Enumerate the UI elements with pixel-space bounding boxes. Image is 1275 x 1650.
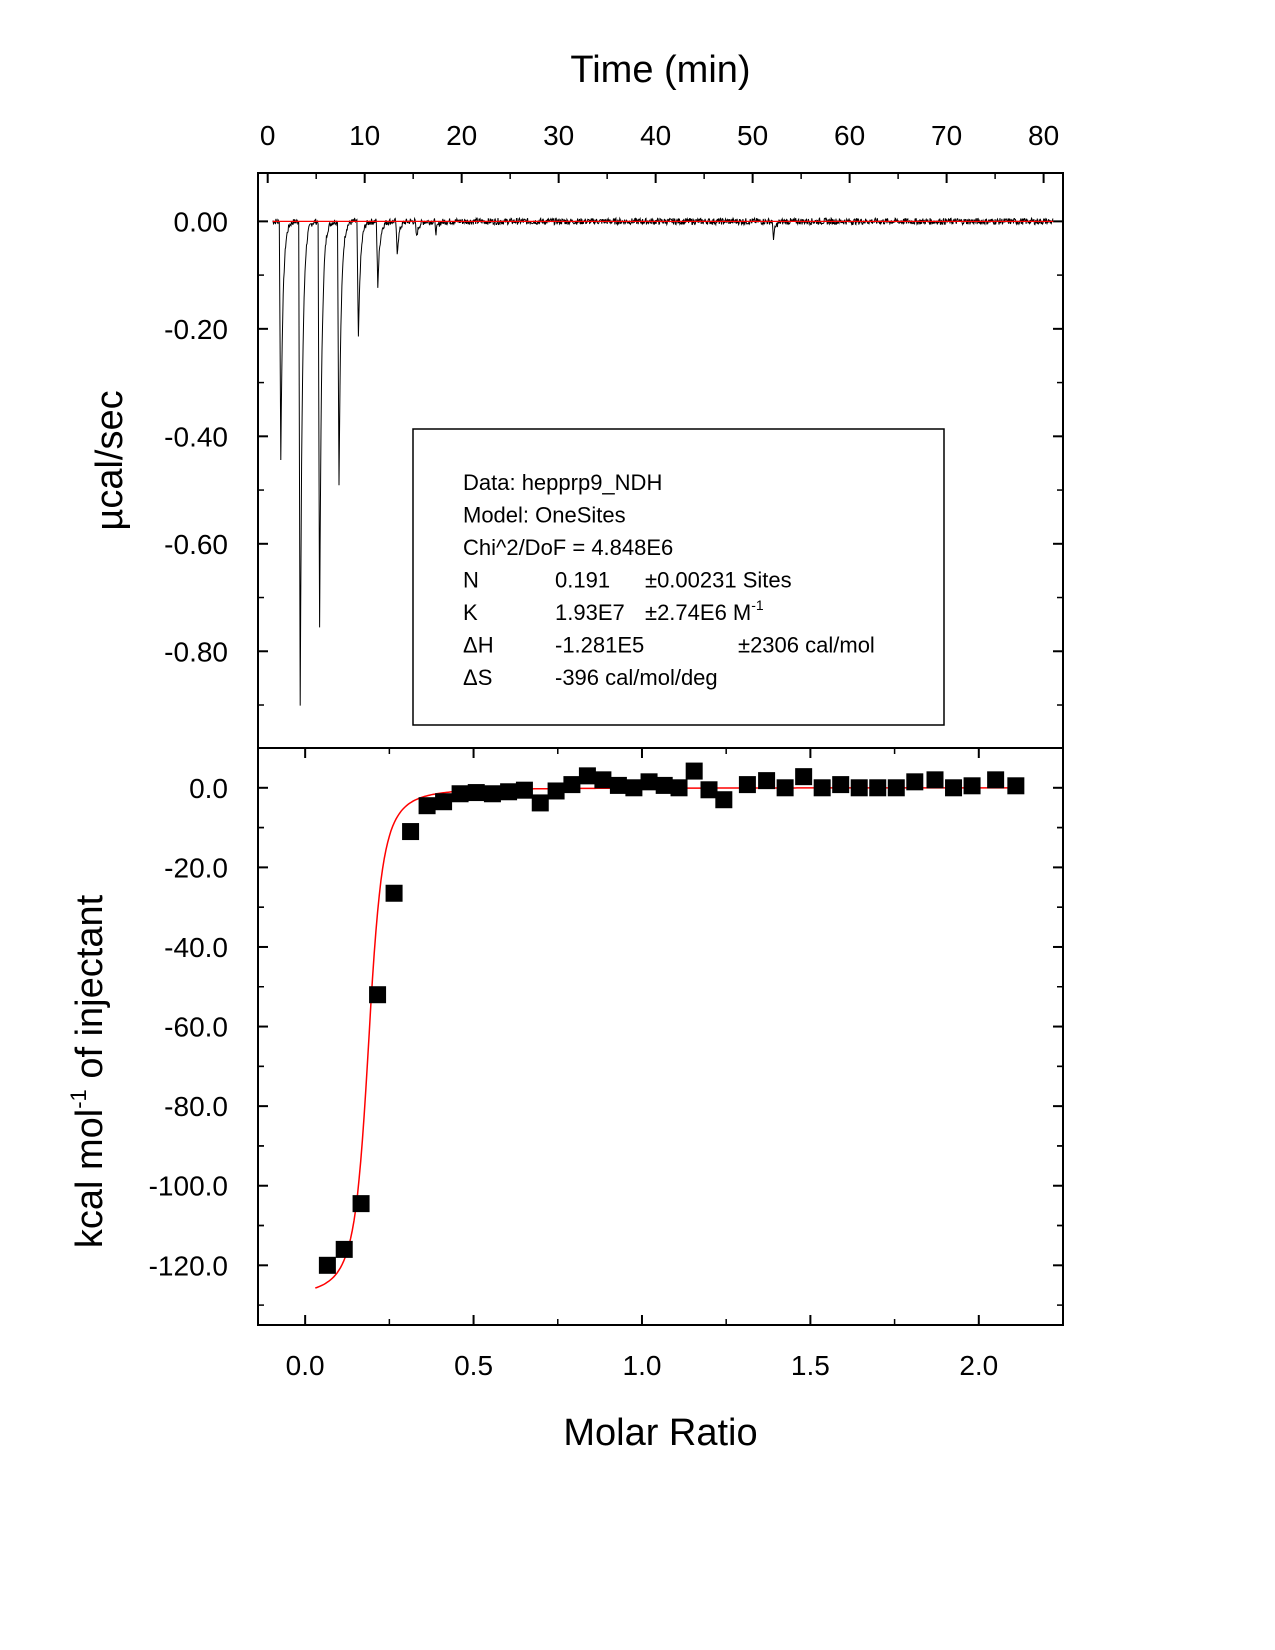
data-point xyxy=(850,779,868,797)
top-x-tick-label: 20 xyxy=(446,120,477,151)
bottom-y-tick-label: -40.0 xyxy=(164,932,228,963)
data-point xyxy=(609,776,627,794)
data-point xyxy=(483,785,501,803)
top-x-axis-title: Time (min) xyxy=(570,49,750,91)
bottom-y-tick-label: -80.0 xyxy=(164,1091,228,1122)
data-point xyxy=(402,823,420,841)
data-point xyxy=(352,1195,370,1213)
data-point xyxy=(963,777,981,795)
fit-curve xyxy=(315,787,1020,1289)
ylabel-part: kcal mol xyxy=(69,1109,111,1248)
data-point xyxy=(418,797,436,815)
data-point xyxy=(776,779,794,797)
thermogram-panel: 0 10 20 30 40 50 60 70 80 0.00 -0.20 -0.40 -0.60 -0.8… xyxy=(89,49,1064,749)
legend-superscript: -1 xyxy=(751,597,764,613)
legend-label: K xyxy=(463,600,478,625)
top-x-tick-label: 70 xyxy=(931,120,962,151)
data-point xyxy=(578,767,596,785)
fit-results-legend: Data: hepprp9_NDH Model: OneSites Chi^2/Do… xyxy=(412,428,945,726)
data-point xyxy=(795,768,813,786)
data-point xyxy=(531,794,549,812)
top-x-tick-label: 60 xyxy=(834,120,865,151)
top-y-axis-title: µcal/sec xyxy=(89,390,131,530)
bottom-plot-frame xyxy=(257,747,1064,1326)
bottom-y-tick-label: -120.0 xyxy=(149,1250,228,1281)
bottom-y-tick-label: -20.0 xyxy=(164,852,228,883)
bottom-y-tick-label: -60.0 xyxy=(164,1012,228,1043)
data-point xyxy=(685,762,703,780)
data-point xyxy=(563,776,581,794)
legend-error: ±2.74E6 M-1 xyxy=(645,597,764,625)
top-x-tick-label: 0 xyxy=(260,120,276,151)
legend-label: Chi^2/DoF = 4.848E6 xyxy=(463,535,673,560)
bottom-x-tick-label: 1.5 xyxy=(791,1350,830,1381)
top-x-tick-label: 40 xyxy=(640,120,671,151)
legend-label: ΔS xyxy=(463,665,492,690)
binding-isotherm-panel: 0.0 0.5 1.0 1.5 2.0 0.0 -20.0 -40.0 -60.0 -80.0 -1… xyxy=(66,747,1064,1454)
top-y-tick-label: -0.80 xyxy=(164,636,228,667)
data-point xyxy=(335,1240,353,1258)
bottom-x-axis-title: Molar Ratio xyxy=(563,1412,757,1454)
data-point xyxy=(906,773,924,791)
data-point xyxy=(987,771,1005,789)
data-point xyxy=(318,1256,336,1274)
data-point xyxy=(467,784,485,802)
bottom-y-tick-label: -100.0 xyxy=(149,1171,228,1202)
data-point xyxy=(869,779,887,797)
legend-error: ±2306 cal/mol xyxy=(738,633,875,658)
ylabel-superscript: -1 xyxy=(66,1089,91,1109)
data-point xyxy=(640,773,658,791)
legend-error: ±0.00231 Sites xyxy=(645,568,792,593)
legend-value: 1.93E7 xyxy=(555,600,625,625)
data-point xyxy=(700,781,718,799)
legend-label: N xyxy=(463,568,479,593)
top-y-tick-label: -0.40 xyxy=(164,421,228,452)
data-point xyxy=(547,782,565,800)
bottom-x-tick-label: 0.0 xyxy=(286,1350,325,1381)
top-y-tick-label: -0.20 xyxy=(164,314,228,345)
data-point xyxy=(738,776,756,794)
bottom-x-tick-label: 2.0 xyxy=(959,1350,998,1381)
bottom-x-tick-label: 0.5 xyxy=(454,1350,493,1381)
top-y-tick-label: 0.00 xyxy=(174,206,229,237)
data-point xyxy=(655,776,673,794)
data-point xyxy=(926,771,944,789)
legend-value: -1.281E5 xyxy=(555,633,644,658)
data-point xyxy=(625,779,643,797)
data-point xyxy=(670,779,688,797)
top-x-tick-label: 30 xyxy=(543,120,574,151)
data-point xyxy=(594,771,612,789)
data-point xyxy=(1007,777,1025,795)
top-x-tick-label: 80 xyxy=(1028,120,1059,151)
data-point xyxy=(385,884,403,902)
data-point xyxy=(887,779,905,797)
data-point xyxy=(715,791,733,809)
data-point xyxy=(500,783,518,801)
legend-label: Model: OneSites xyxy=(463,503,626,528)
bottom-x-tick-label: 1.0 xyxy=(623,1350,662,1381)
legend-label: Data: hepprp9_NDH xyxy=(463,470,662,495)
data-point xyxy=(435,793,453,811)
ylabel-rest: of injectant xyxy=(69,894,111,1089)
data-point xyxy=(369,986,387,1004)
legend-value: 0.191 xyxy=(555,568,610,593)
bottom-y-tick-label: 0.0 xyxy=(189,773,228,804)
top-y-tick-label: -0.60 xyxy=(164,529,228,560)
data-point xyxy=(832,776,850,794)
top-x-tick-label: 50 xyxy=(737,120,768,151)
data-point xyxy=(945,779,963,797)
legend-label: ΔH xyxy=(463,633,494,658)
legend-value: -396 cal/mol/deg xyxy=(555,665,718,690)
bottom-y-axis-title: kcal mol-1 of injectant xyxy=(66,894,111,1248)
legend-box xyxy=(412,428,945,726)
data-point xyxy=(451,785,469,803)
top-x-tick-label: 10 xyxy=(349,120,380,151)
data-point xyxy=(758,772,776,790)
data-point xyxy=(515,781,533,799)
data-point xyxy=(813,779,831,797)
